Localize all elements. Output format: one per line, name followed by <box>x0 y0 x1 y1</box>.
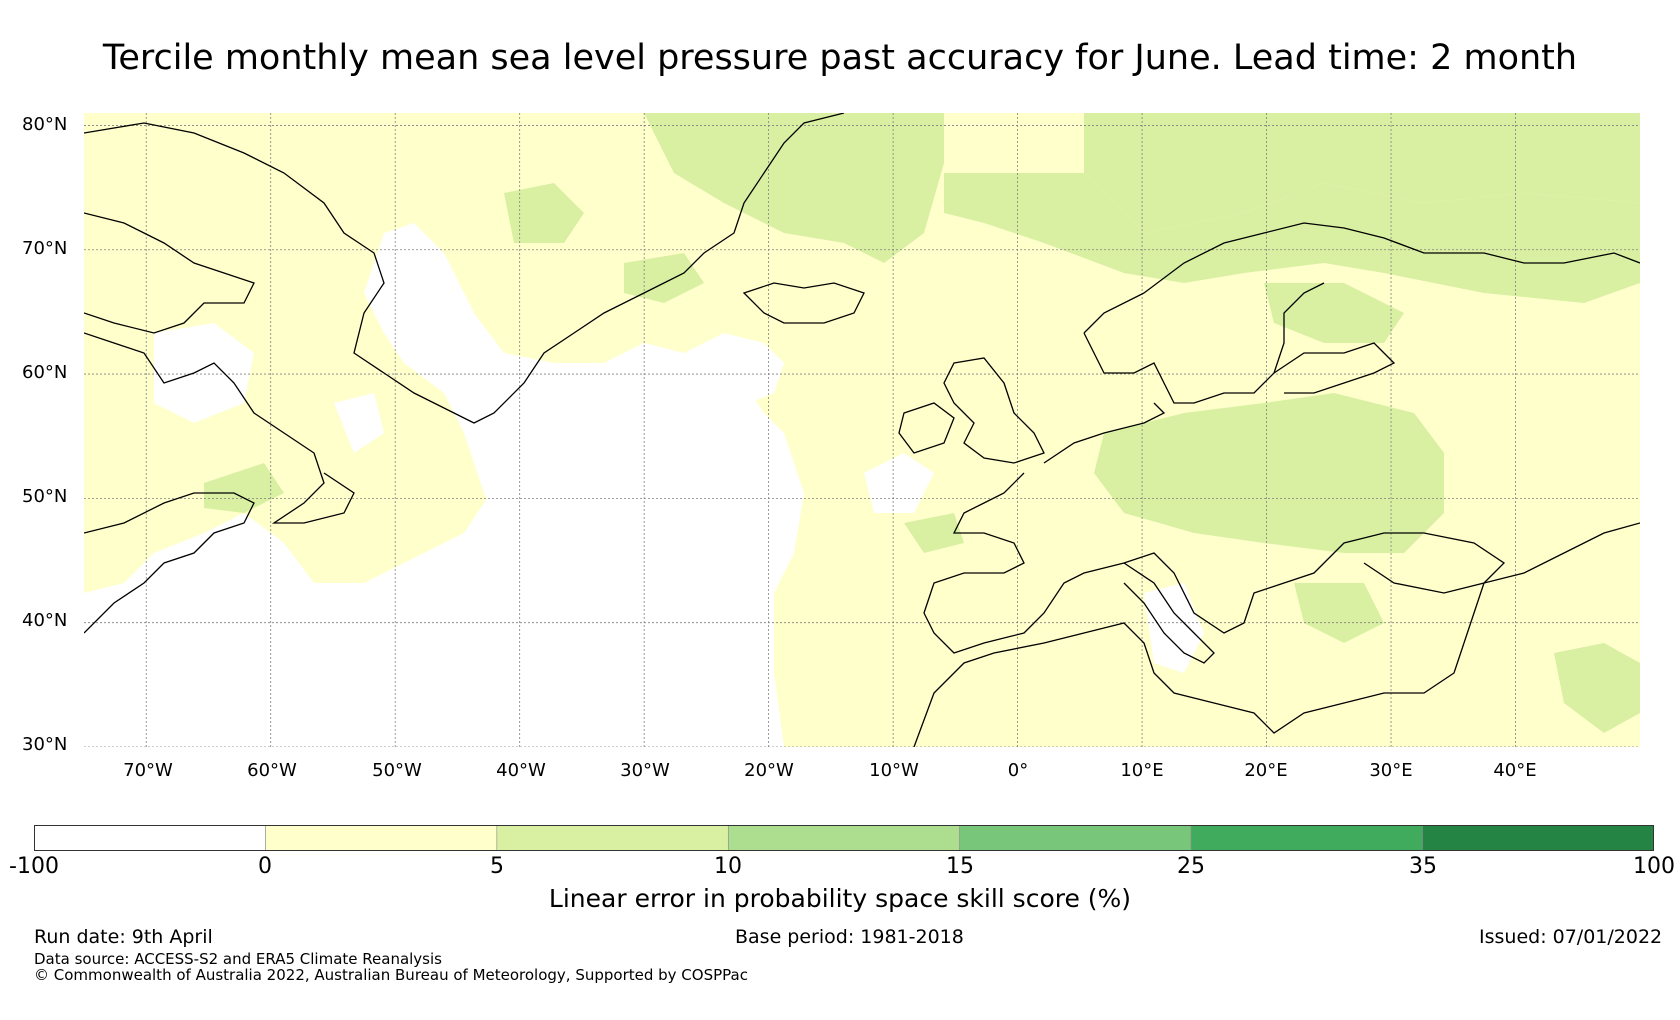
colorbar-tick: -100 <box>9 854 59 879</box>
colorbar-tick: 5 <box>490 854 504 879</box>
coastline-norway-west <box>1083 282 1325 404</box>
colorbar-border <box>34 825 1654 851</box>
coastline-britain <box>943 357 1045 464</box>
copyright: © Commonwealth of Australia 2022, Austra… <box>34 966 748 984</box>
coastline-levant <box>1463 522 1640 644</box>
lon-label: 30°E <box>1369 760 1413 781</box>
lon-label: 50°W <box>372 760 422 781</box>
lon-label: 20°E <box>1244 760 1288 781</box>
lon-label: 20°W <box>744 760 794 781</box>
colorbar-label: Linear error in probability space skill … <box>548 884 1132 913</box>
colorbar-tick: 0 <box>258 854 272 879</box>
skill-light-green-regions <box>204 113 1640 733</box>
coastline-baltic <box>1273 342 1396 394</box>
base-period: Base period: 1981-2018 <box>735 926 964 948</box>
lon-label: 40°W <box>496 760 546 781</box>
coastline-europe <box>923 402 1506 654</box>
colorbar-tick: 25 <box>1177 854 1205 879</box>
lon-label: 40°E <box>1493 760 1537 781</box>
lat-label: 80°N <box>22 114 68 135</box>
lon-label: 10°E <box>1120 760 1164 781</box>
skill-white-regions <box>84 223 1204 747</box>
lon-label: 10°W <box>869 760 919 781</box>
coastline-labrador <box>84 332 355 524</box>
colorbar-tick: 10 <box>714 854 742 879</box>
colorbar-segment <box>34 825 266 851</box>
colorbar-segment <box>727 825 961 851</box>
colorbar-segment <box>959 825 1192 851</box>
lat-label: 40°N <box>22 610 68 631</box>
run-date: Run date: 9th April <box>34 926 213 948</box>
colorbar <box>34 825 1654 851</box>
coastline-nova-scotia <box>84 492 255 634</box>
coastline-greenland <box>84 113 845 424</box>
colorbar-tick: 100 <box>1633 854 1675 879</box>
issued-date: Issued: 07/01/2022 <box>1479 926 1663 948</box>
skill-score-map <box>84 113 1640 747</box>
lon-label: 0° <box>1007 760 1029 781</box>
lat-label: 50°N <box>22 486 68 507</box>
coastline-iceland <box>742 282 865 324</box>
lon-label: 30°W <box>620 760 670 781</box>
lat-label: 70°N <box>22 238 68 259</box>
colorbar-tick: 35 <box>1409 854 1437 879</box>
coastline-ireland <box>898 402 955 454</box>
coastlines <box>84 113 1640 747</box>
lon-label: 60°W <box>247 760 297 781</box>
coastline-north-africa <box>913 622 1465 747</box>
lat-label: 30°N <box>22 734 68 755</box>
colorbar-segment <box>1190 825 1423 851</box>
map-title: Tercile monthly mean sea level pressure … <box>102 38 1578 78</box>
data-source: Data source: ACCESS-S2 and ERA5 Climate … <box>34 950 442 968</box>
colorbar-tick: 15 <box>946 854 974 879</box>
lon-label: 70°W <box>123 760 173 781</box>
coastline-italy <box>1123 562 1215 664</box>
colorbar-segment <box>265 825 498 851</box>
colorbar-segment <box>1422 825 1654 851</box>
lat-label: 60°N <box>22 362 68 383</box>
colorbar-segment <box>496 825 729 851</box>
coastline-baffin <box>84 212 255 334</box>
coastline-scandinavia <box>1083 222 1640 334</box>
